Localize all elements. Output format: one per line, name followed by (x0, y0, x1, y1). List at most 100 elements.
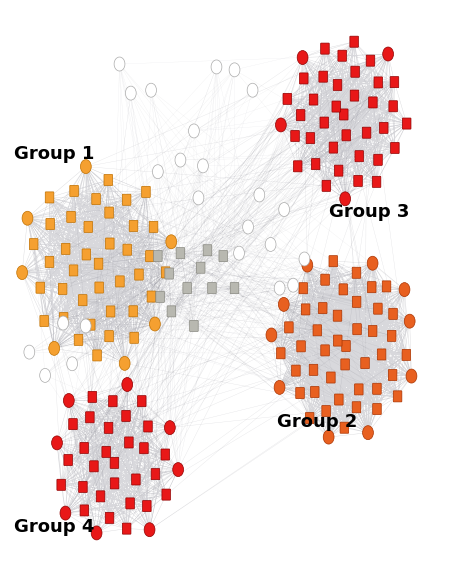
Circle shape (175, 153, 186, 167)
FancyBboxPatch shape (176, 248, 185, 258)
FancyBboxPatch shape (354, 384, 363, 395)
FancyBboxPatch shape (110, 478, 119, 489)
FancyBboxPatch shape (132, 474, 140, 485)
Circle shape (383, 47, 394, 61)
FancyBboxPatch shape (362, 127, 371, 138)
Circle shape (114, 57, 125, 71)
Circle shape (40, 368, 51, 382)
Circle shape (229, 63, 240, 77)
Circle shape (323, 430, 334, 444)
FancyBboxPatch shape (391, 143, 399, 154)
FancyBboxPatch shape (45, 256, 54, 267)
FancyBboxPatch shape (67, 211, 75, 222)
Circle shape (149, 317, 160, 331)
FancyBboxPatch shape (329, 142, 338, 153)
FancyBboxPatch shape (61, 243, 70, 254)
FancyBboxPatch shape (165, 268, 173, 279)
FancyBboxPatch shape (368, 282, 376, 293)
FancyBboxPatch shape (122, 410, 130, 421)
FancyBboxPatch shape (151, 469, 160, 480)
Circle shape (67, 357, 78, 371)
FancyBboxPatch shape (93, 350, 101, 361)
Circle shape (265, 237, 276, 251)
FancyBboxPatch shape (230, 283, 239, 294)
FancyBboxPatch shape (90, 461, 98, 472)
FancyBboxPatch shape (402, 349, 410, 360)
FancyBboxPatch shape (106, 238, 114, 249)
FancyBboxPatch shape (104, 423, 113, 434)
FancyBboxPatch shape (335, 394, 343, 405)
FancyBboxPatch shape (382, 281, 391, 292)
FancyBboxPatch shape (94, 258, 103, 269)
Circle shape (367, 256, 378, 270)
FancyBboxPatch shape (143, 501, 151, 512)
FancyBboxPatch shape (189, 320, 198, 332)
FancyBboxPatch shape (74, 334, 83, 345)
FancyBboxPatch shape (122, 523, 131, 534)
FancyBboxPatch shape (161, 267, 170, 278)
Circle shape (288, 278, 299, 292)
FancyBboxPatch shape (105, 207, 113, 218)
Circle shape (152, 165, 163, 179)
FancyBboxPatch shape (306, 133, 315, 144)
Circle shape (49, 342, 60, 356)
FancyBboxPatch shape (297, 341, 305, 352)
FancyBboxPatch shape (129, 306, 138, 317)
Text: Group 3: Group 3 (329, 204, 410, 221)
FancyBboxPatch shape (123, 244, 132, 255)
Circle shape (24, 345, 35, 359)
FancyBboxPatch shape (296, 109, 305, 120)
FancyBboxPatch shape (351, 66, 359, 77)
FancyBboxPatch shape (373, 403, 381, 414)
Circle shape (243, 220, 253, 234)
FancyBboxPatch shape (140, 443, 148, 454)
Circle shape (17, 265, 28, 279)
Circle shape (247, 83, 258, 97)
FancyBboxPatch shape (299, 283, 308, 294)
Circle shape (276, 118, 286, 132)
FancyBboxPatch shape (319, 71, 327, 82)
FancyBboxPatch shape (292, 365, 300, 376)
Text: Group 1: Group 1 (14, 146, 94, 163)
FancyBboxPatch shape (207, 283, 216, 294)
FancyBboxPatch shape (60, 313, 68, 324)
FancyBboxPatch shape (352, 402, 361, 413)
FancyBboxPatch shape (377, 349, 386, 360)
FancyBboxPatch shape (294, 161, 302, 172)
FancyBboxPatch shape (322, 406, 331, 417)
FancyBboxPatch shape (374, 77, 382, 88)
FancyBboxPatch shape (70, 186, 78, 197)
FancyBboxPatch shape (167, 306, 176, 317)
Circle shape (299, 252, 310, 266)
FancyBboxPatch shape (389, 308, 397, 320)
FancyBboxPatch shape (115, 276, 124, 287)
Circle shape (125, 86, 136, 100)
Circle shape (60, 506, 71, 520)
FancyBboxPatch shape (332, 101, 341, 112)
Circle shape (404, 314, 415, 328)
FancyBboxPatch shape (149, 221, 158, 232)
FancyBboxPatch shape (352, 267, 361, 278)
FancyBboxPatch shape (82, 249, 91, 260)
Circle shape (51, 436, 62, 450)
FancyBboxPatch shape (285, 322, 293, 333)
FancyBboxPatch shape (80, 442, 88, 453)
Circle shape (254, 188, 265, 202)
Circle shape (234, 246, 244, 260)
Circle shape (266, 328, 277, 342)
FancyBboxPatch shape (69, 418, 77, 430)
Circle shape (165, 421, 175, 435)
Text: Group 2: Group 2 (277, 413, 358, 431)
FancyBboxPatch shape (86, 411, 94, 423)
FancyBboxPatch shape (64, 455, 73, 466)
FancyBboxPatch shape (58, 283, 67, 294)
FancyBboxPatch shape (340, 422, 349, 433)
FancyBboxPatch shape (135, 269, 143, 280)
FancyBboxPatch shape (355, 151, 364, 162)
Circle shape (58, 316, 69, 330)
FancyBboxPatch shape (80, 505, 89, 516)
FancyBboxPatch shape (372, 176, 381, 187)
Circle shape (278, 297, 289, 311)
FancyBboxPatch shape (318, 303, 327, 314)
FancyBboxPatch shape (203, 244, 212, 256)
